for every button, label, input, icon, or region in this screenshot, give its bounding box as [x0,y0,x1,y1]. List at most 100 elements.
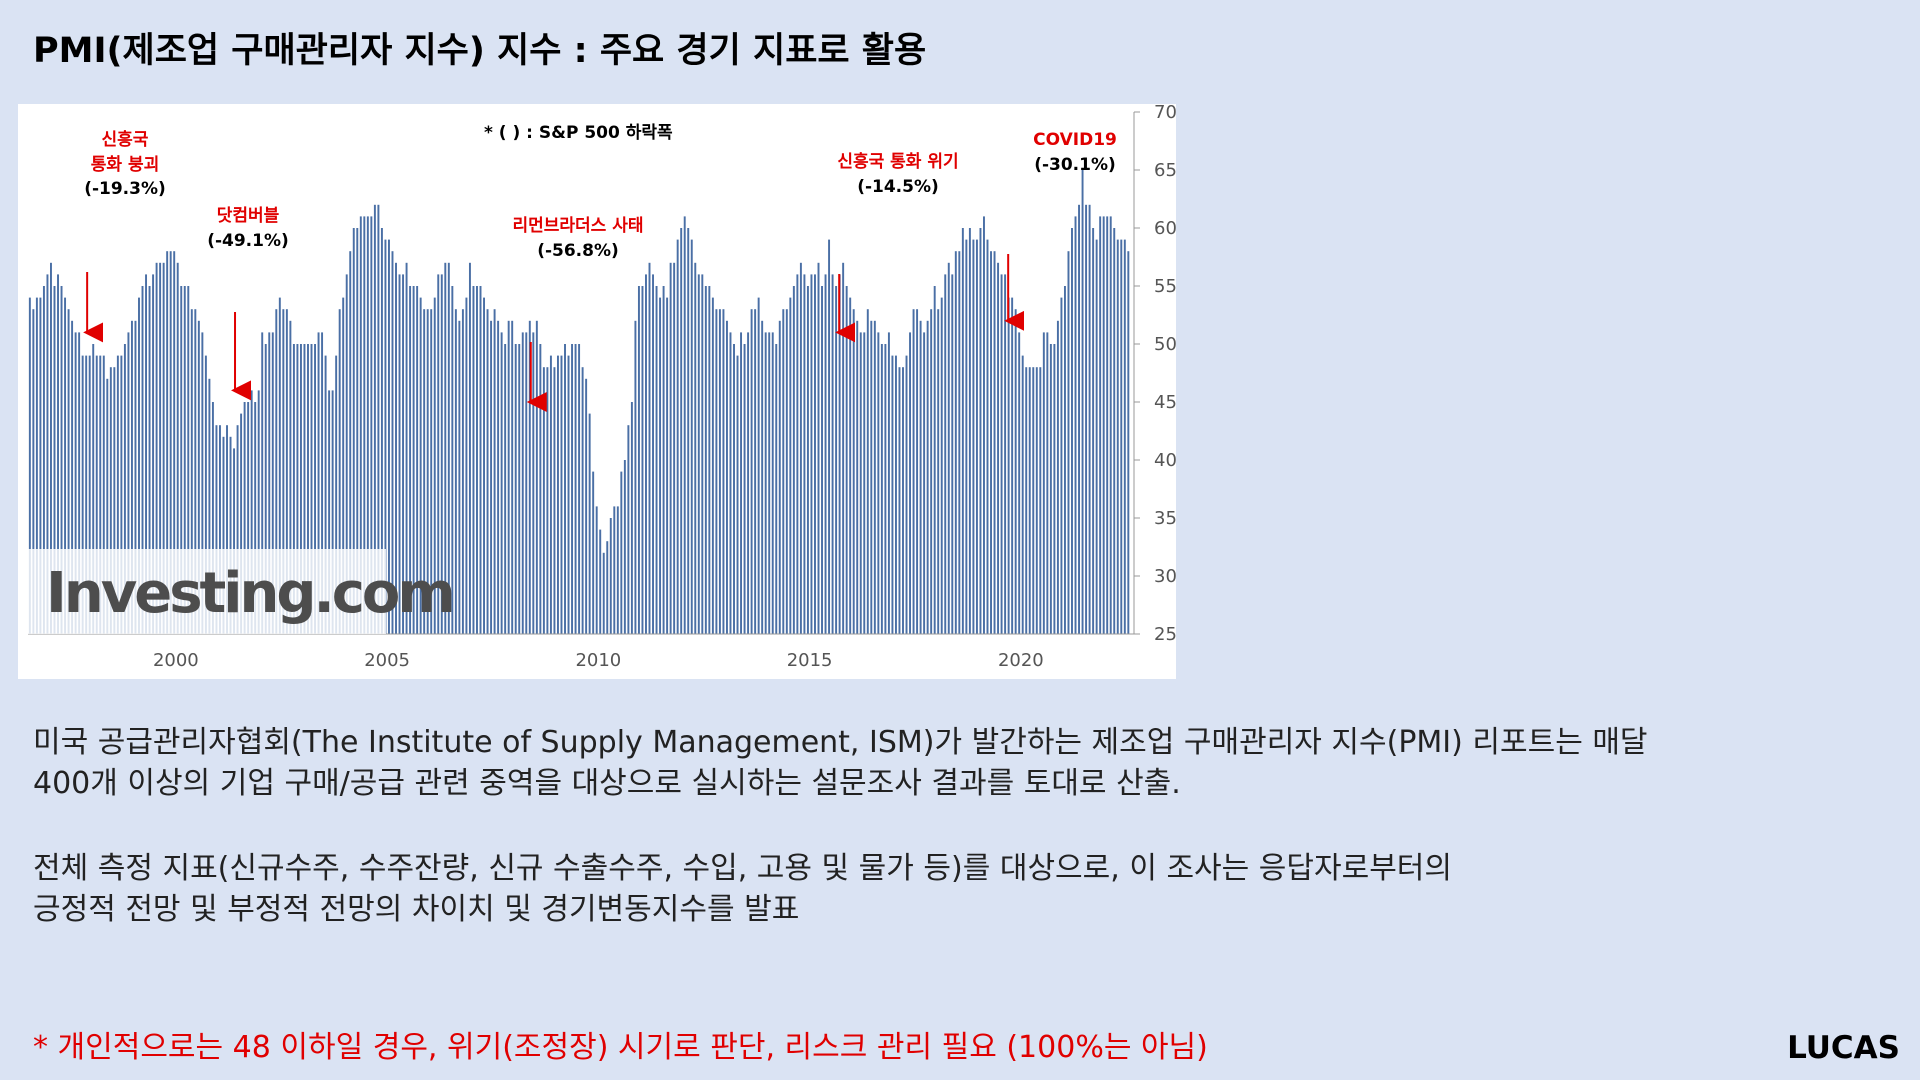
chart-bar [683,216,686,634]
chart-bar [1120,239,1123,634]
chart-bar [35,297,38,634]
chart-bar [141,286,144,634]
x-tick-label: 2010 [575,650,621,671]
chart-bar [162,262,165,634]
chart-bar [641,286,644,634]
chart-bar [838,274,841,634]
chart-bar [648,262,651,634]
y-tick-label: 65 [1154,160,1176,181]
chart-bar [292,344,295,634]
chart-bar [810,274,813,634]
annotation-value: (-56.8%) [537,240,619,261]
chart-bar [845,286,848,634]
chart-bar [81,355,84,634]
annotation-label: 신흥국 통화 위기 [837,152,959,172]
x-tick-label: 2005 [364,650,410,671]
chart-bar [479,286,482,634]
chart-bar [1092,228,1095,634]
chart-bar [1046,332,1049,634]
chart-bar [483,297,485,634]
chart-bar [307,344,309,634]
chart-bar [880,344,883,634]
chart-bar [761,320,764,634]
chart-bar [940,297,943,634]
chart-bar [152,274,155,634]
chart-bar [733,344,735,634]
chart-bar [233,448,236,634]
chart-bar [884,344,887,634]
chart-bar [71,320,74,634]
chart-bar [1060,297,1063,634]
chart-bar [620,471,623,634]
chart-bar [852,309,855,634]
chart-bar [627,425,630,634]
personal-note: * 개인적으로는 48 이하일 경우, 위기(조정장) 시기로 판단, 리스크 … [33,1030,1208,1065]
annotation-label: 신흥국 통화 붕괴 [90,130,160,175]
chart-bar [740,332,743,634]
chart-bar [409,286,412,634]
chart-bar [285,309,288,634]
chart-bar [588,413,591,634]
chart-bar [1011,297,1014,634]
chart-bar [958,251,961,634]
chart-bar [564,344,566,634]
annotation-value: (-19.3%) [84,179,166,200]
chart-bar [426,309,429,634]
chart-bar [814,274,816,634]
chart-bar [254,402,257,634]
chart-bar [623,460,626,634]
chart-bar [546,367,549,634]
chart-bar [366,216,369,634]
chart-bar [451,286,454,634]
chart-bar [560,355,563,634]
description-paragraph-2: 전체 측정 지표(신규수주, 수주잔량, 신규 수출수주, 수입, 고용 및 물… [33,848,1893,930]
chart-bar [78,332,81,634]
chart-bar [356,228,359,634]
chart-bar [416,286,419,634]
chart-bar [1123,239,1126,634]
chart-bar [278,297,281,634]
y-tick-label: 40 [1154,450,1176,471]
chart-bar [173,251,176,634]
chart-bar [556,355,559,634]
chart-bar [1074,216,1077,634]
annotation-label: 리먼브라더스 사태 [512,216,644,236]
chart-bar [359,216,362,634]
chart-bar [637,286,640,634]
chart-bar [387,239,390,634]
chart-bar [402,274,405,634]
chart-bar [229,436,232,634]
chart-bar [659,297,662,634]
annotation-value: (-30.1%) [1034,154,1116,175]
chart-bar [645,274,647,634]
chart-bar [472,286,475,634]
chart-bar [53,286,56,634]
chart-bar [120,355,123,634]
chart-bar [349,251,352,634]
chart-bar [384,239,387,634]
x-tick-label: 2000 [153,650,199,671]
chart-bar [877,332,880,634]
chart-bar [130,320,133,634]
chart-bar [437,274,440,634]
chart-bar [275,309,278,634]
chart-bar [796,274,799,634]
chart-bar [493,309,496,634]
chart-bar [1056,320,1059,634]
y-tick-label: 50 [1154,334,1176,355]
chart-bar [194,309,197,634]
chart-bar [909,332,912,634]
chart-bar [50,262,52,634]
chart-bar [704,286,707,634]
y-tick-label: 30 [1154,566,1176,587]
chart-bar [299,344,302,634]
chart-bar [1088,204,1091,635]
chart-bar [398,274,401,634]
chart-bar [370,216,373,634]
chart-bar [926,320,929,634]
chart-bar [395,262,397,634]
chart-bar [187,286,190,634]
chart-bar [268,332,271,634]
chart-bar [933,286,936,634]
chart-bar [42,286,45,634]
